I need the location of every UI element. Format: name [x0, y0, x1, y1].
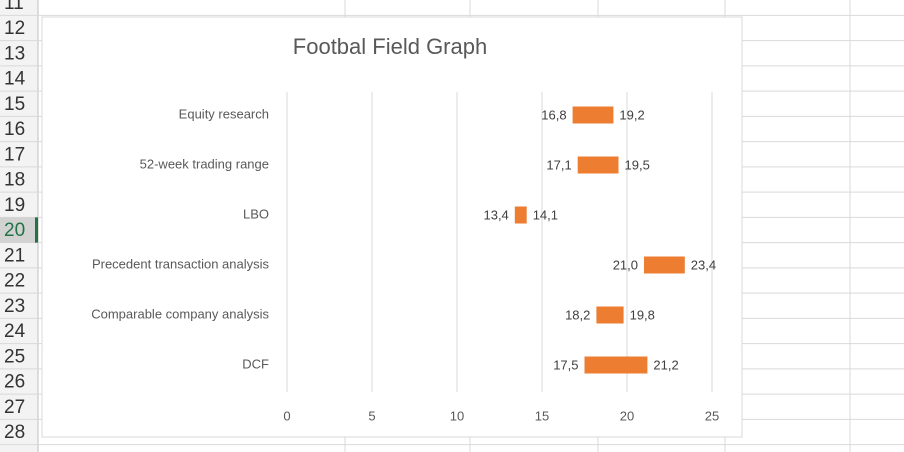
range-bar — [584, 356, 648, 374]
row-header: 19 — [4, 195, 25, 216]
range-bar — [596, 306, 624, 324]
row-header: 23 — [4, 296, 25, 317]
category-label: LBO — [243, 206, 269, 221]
high-label: 21,2 — [653, 357, 678, 372]
row-header: 16 — [4, 119, 25, 140]
category-label: Precedent transaction analysis — [92, 256, 270, 271]
low-label: 18,2 — [565, 307, 590, 322]
x-tick-label: 25 — [705, 408, 719, 423]
row-selected-bar — [35, 217, 38, 243]
row-header: 22 — [4, 271, 25, 292]
row-header: 27 — [4, 397, 25, 418]
high-label: 19,8 — [630, 307, 655, 322]
category-label: Comparable company analysis — [91, 306, 269, 321]
low-label: 17,5 — [553, 357, 578, 372]
row-header: 15 — [4, 94, 25, 115]
row-header: 17 — [4, 144, 25, 165]
row-header: 28 — [4, 422, 25, 443]
row-selected — [0, 217, 38, 243]
row-header: 13 — [4, 43, 25, 64]
range-bar — [644, 256, 685, 274]
low-label: 21,0 — [613, 257, 638, 272]
category-label: DCF — [242, 356, 269, 371]
x-tick-label: 10 — [450, 408, 464, 423]
row-header: 24 — [4, 321, 26, 342]
low-label: 16,8 — [541, 107, 566, 122]
row-header: 14 — [4, 69, 26, 90]
range-bar — [572, 106, 614, 124]
x-tick-label: 0 — [283, 408, 290, 423]
row-header: 21 — [4, 245, 25, 266]
row-header: 25 — [4, 346, 25, 367]
low-label: 13,4 — [483, 207, 508, 222]
category-label: Equity research — [179, 106, 269, 121]
high-label: 19,2 — [619, 107, 644, 122]
high-label: 19,5 — [625, 157, 650, 172]
row-header: 18 — [4, 170, 25, 191]
chart-title: Footbal Field Graph — [293, 34, 487, 59]
chart-area — [41, 16, 743, 438]
row-header: 12 — [4, 18, 25, 39]
range-bar — [514, 206, 527, 224]
category-label: 52-week trading range — [140, 156, 269, 171]
row-header: 26 — [4, 372, 25, 393]
x-tick-label: 15 — [535, 408, 549, 423]
row-header: 11 — [4, 0, 24, 14]
high-label: 14,1 — [533, 207, 558, 222]
range-bar — [577, 156, 619, 174]
low-label: 17,1 — [546, 157, 571, 172]
row-header: 20 — [4, 220, 25, 241]
high-label: 23,4 — [691, 257, 716, 272]
x-tick-label: 20 — [620, 408, 634, 423]
x-tick-label: 5 — [368, 408, 375, 423]
